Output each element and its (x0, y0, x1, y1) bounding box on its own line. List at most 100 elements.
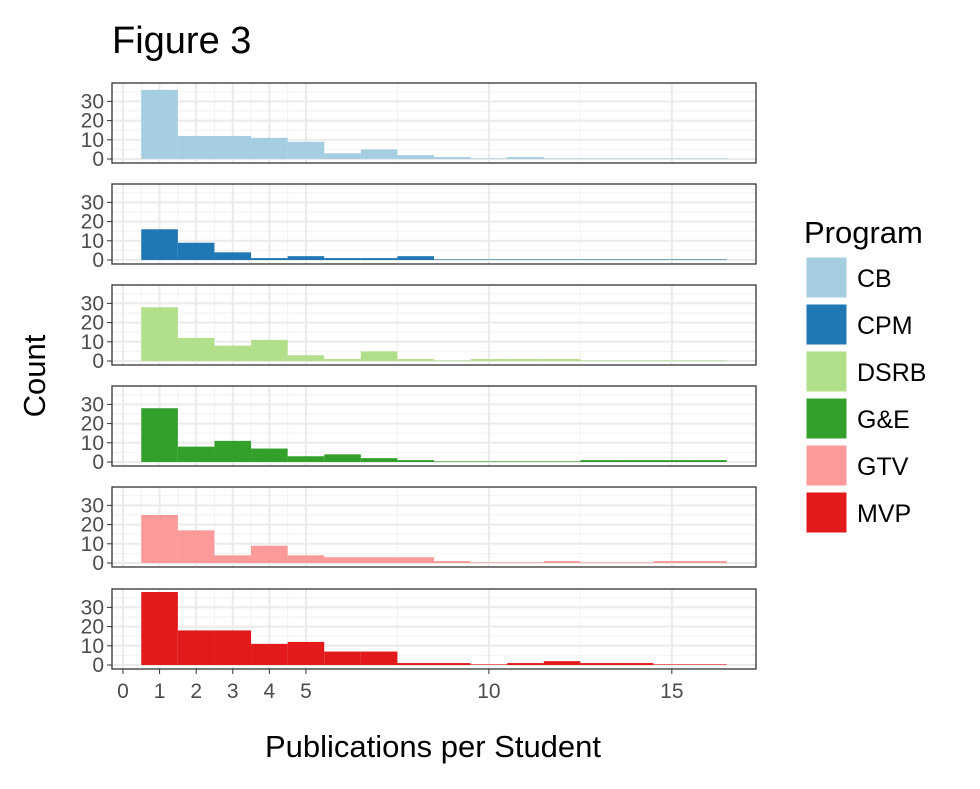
histogram-bar (616, 460, 654, 462)
histogram-bar (397, 256, 434, 260)
facet-panels: 0102030010203001020300102030010203001020… (81, 82, 757, 677)
histogram-bar (653, 158, 691, 159)
histogram-bar (690, 360, 727, 361)
legend-label: MVP (857, 500, 911, 528)
legend-label: CB (857, 265, 892, 293)
legend-label: G&E (857, 406, 910, 434)
y-tick-label: 30 (81, 191, 104, 214)
histogram-bar (397, 155, 434, 159)
histogram-bar (214, 555, 252, 563)
histogram-bar (177, 530, 215, 563)
histogram-bar (214, 252, 252, 260)
panel-border (111, 82, 757, 164)
histogram-bar (543, 359, 581, 361)
histogram-bar (690, 460, 727, 462)
histogram-bar (141, 307, 178, 361)
histogram-bar (360, 149, 398, 159)
histogram-bar (543, 561, 581, 563)
histogram-bar (470, 562, 508, 563)
histogram-bar (653, 259, 691, 260)
y-tick-label: 0 (92, 654, 104, 677)
y-tick-label: 30 (81, 393, 104, 416)
histogram-bar (177, 630, 215, 665)
legend-swatch (805, 350, 848, 393)
histogram-bar (434, 663, 471, 665)
y-tick-label: 30 (81, 292, 104, 315)
histogram-bar (214, 345, 252, 361)
histogram-bar (580, 460, 617, 462)
histogram-bar (470, 461, 508, 462)
histogram-bar (251, 258, 288, 260)
y-tick-label: 0 (92, 451, 104, 474)
histogram-bar (507, 461, 544, 462)
histogram-bar (397, 460, 434, 462)
histogram-bar (287, 141, 325, 159)
y-tick-label: 10 (81, 331, 104, 354)
x-tick-label: 15 (660, 680, 683, 703)
y-tick-label: 10 (81, 129, 104, 152)
histogram-bar (251, 643, 288, 665)
legend-item-g-e: G&E (805, 397, 910, 440)
histogram-bar (690, 561, 727, 563)
histogram-bar (434, 461, 471, 462)
y-tick-label: 0 (92, 552, 104, 575)
legend-swatch (805, 303, 848, 346)
histogram-bar (507, 157, 544, 159)
y-axis-label: Count (17, 334, 52, 417)
histogram-bar (690, 158, 727, 159)
histogram-bar (690, 664, 727, 665)
legend-label: DSRB (857, 359, 926, 387)
y-tick-label: 20 (81, 616, 104, 639)
histogram-bar (507, 562, 544, 563)
histogram-bar (251, 545, 288, 563)
histogram-bar (177, 446, 215, 462)
histogram-bar (580, 360, 617, 361)
y-tick-label: 20 (81, 413, 104, 436)
histogram-bar (251, 339, 288, 361)
legend-swatch (805, 491, 848, 534)
y-tick-label: 20 (81, 312, 104, 335)
histogram-bar (616, 562, 654, 563)
y-tick-label: 10 (81, 635, 104, 658)
y-tick-label: 10 (81, 533, 104, 556)
histogram-bar (287, 355, 325, 361)
legend-swatch (805, 256, 848, 299)
y-tick-label: 20 (81, 110, 104, 133)
y-tick-label: 0 (92, 350, 104, 373)
y-tick-label: 20 (81, 514, 104, 537)
legend-swatch (805, 444, 848, 487)
histogram-bar (616, 259, 654, 260)
histogram-bar (251, 448, 288, 462)
histogram-bar (397, 359, 434, 361)
legend-swatch (805, 397, 848, 440)
histogram-bar (434, 561, 471, 563)
chart-title: Figure 3 (112, 20, 251, 62)
histogram-bar (324, 651, 361, 665)
histogram-bar (653, 561, 691, 563)
histogram-bar (214, 440, 252, 462)
y-tick-label: 30 (81, 596, 104, 619)
histogram-bar (397, 663, 434, 665)
histogram-bar (360, 258, 398, 260)
histogram-bar (141, 89, 178, 159)
x-tick-label: 10 (477, 680, 500, 703)
x-axis-label: Publications per Student (265, 729, 601, 764)
legend-title: Program (804, 215, 923, 250)
histogram-bar (177, 135, 215, 159)
histogram-bar (470, 359, 508, 361)
histogram-bar (324, 557, 361, 563)
legend-item-mvp: MVP (805, 491, 911, 534)
legend-item-cpm: CPM (805, 303, 913, 346)
histogram-bar (653, 360, 691, 361)
x-tick-label: 5 (300, 680, 312, 703)
histogram-bar (507, 259, 544, 260)
y-tick-label: 10 (81, 432, 104, 455)
